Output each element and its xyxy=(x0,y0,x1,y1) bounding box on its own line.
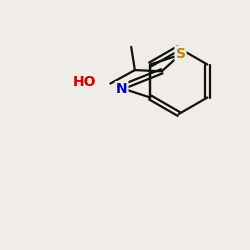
Text: N: N xyxy=(116,82,128,96)
Text: HO: HO xyxy=(73,75,96,89)
Text: S: S xyxy=(176,46,186,60)
